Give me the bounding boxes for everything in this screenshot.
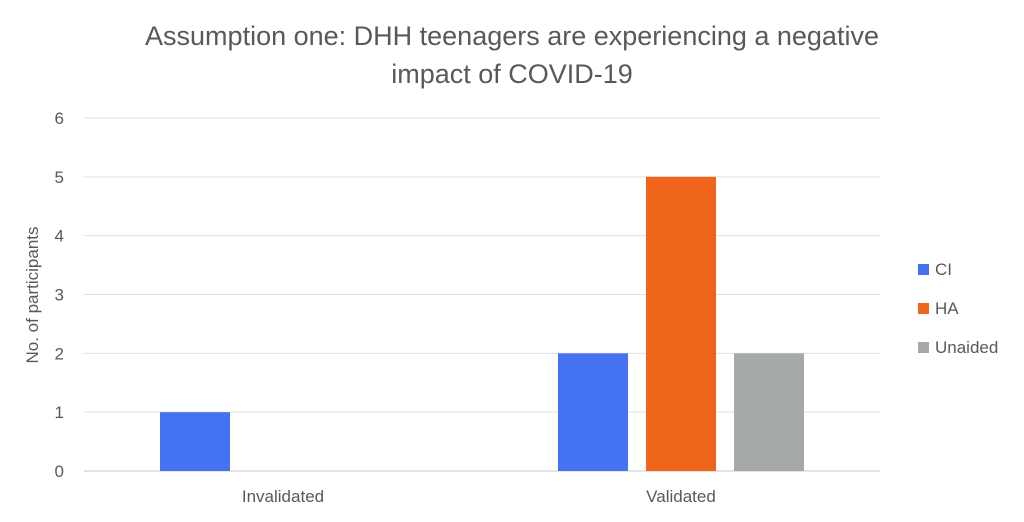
- y-axis-label: No. of participants: [23, 226, 42, 363]
- x-axis-ticks: Invalidated Validated: [242, 487, 716, 506]
- chart-title-line-1: Assumption one: DHH teenagers are experi…: [145, 21, 879, 51]
- legend-label-ha: HA: [935, 299, 959, 318]
- x-tick-label: Invalidated: [242, 487, 324, 506]
- legend-label-unaided: Unaided: [935, 338, 998, 357]
- legend-label-ci: CI: [935, 260, 952, 279]
- y-tick-label: 2: [55, 344, 64, 363]
- x-tick-label: Validated: [646, 487, 716, 506]
- y-axis-ticks: 0 1 2 3 4 5 6: [55, 109, 64, 481]
- bar-unaided-validated: [734, 353, 804, 471]
- legend-swatch-unaided: [918, 342, 929, 353]
- bar-ci-invalidated: [160, 412, 230, 471]
- bar-ha-validated: [646, 176, 716, 472]
- chart-title-line-2: impact of COVID-19: [391, 59, 633, 89]
- y-tick-label: 0: [55, 462, 64, 481]
- legend: CI HA Unaided: [918, 260, 998, 357]
- y-tick-label: 3: [55, 286, 64, 305]
- y-tick-label: 4: [55, 227, 64, 246]
- legend-swatch-ha: [918, 303, 929, 314]
- y-tick-label: 6: [55, 109, 64, 128]
- legend-swatch-ci: [918, 264, 929, 275]
- bar-ci-validated: [558, 353, 628, 471]
- y-tick-label: 1: [55, 403, 64, 422]
- bars: [160, 176, 804, 472]
- y-tick-label: 5: [55, 168, 64, 187]
